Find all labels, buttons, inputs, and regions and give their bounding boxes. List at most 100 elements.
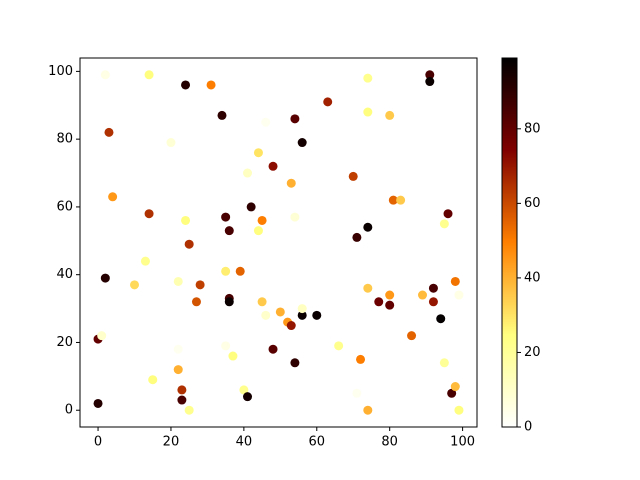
point xyxy=(323,97,333,107)
point xyxy=(428,283,438,293)
point xyxy=(290,114,300,124)
y-tick-label: 60 xyxy=(56,199,73,214)
point xyxy=(130,280,140,290)
point xyxy=(181,80,191,90)
point xyxy=(184,405,194,415)
y-tick-label: 80 xyxy=(56,132,73,147)
point xyxy=(166,138,176,148)
point xyxy=(363,107,373,117)
point xyxy=(97,331,107,341)
point xyxy=(275,307,285,317)
point xyxy=(100,273,110,283)
point xyxy=(144,209,154,219)
point xyxy=(417,290,427,300)
point xyxy=(374,297,384,307)
x-tick-label: 100 xyxy=(450,435,475,450)
point xyxy=(257,215,267,225)
axes-frame xyxy=(79,57,478,428)
point xyxy=(297,138,307,148)
point xyxy=(425,77,435,87)
point xyxy=(428,297,438,307)
point xyxy=(100,70,110,80)
point xyxy=(286,321,296,331)
point xyxy=(108,192,118,202)
y-tick-label: 100 xyxy=(48,64,73,79)
y-tick-label: 40 xyxy=(56,267,73,282)
point xyxy=(436,314,446,324)
point xyxy=(363,405,373,415)
point xyxy=(93,398,103,408)
point xyxy=(224,226,234,236)
point xyxy=(363,283,373,293)
point xyxy=(195,280,205,290)
point xyxy=(385,300,395,310)
point xyxy=(312,310,322,320)
point xyxy=(243,392,253,402)
point xyxy=(297,310,307,320)
point xyxy=(104,127,114,137)
x-tick-label: 20 xyxy=(163,435,180,450)
point xyxy=(261,117,271,127)
point xyxy=(286,178,296,188)
point xyxy=(224,297,234,307)
point xyxy=(177,395,187,405)
point xyxy=(246,202,256,212)
colorbar-tick-label: 20 xyxy=(524,345,541,360)
point xyxy=(217,110,227,120)
point xyxy=(268,161,278,171)
point xyxy=(148,375,158,385)
point xyxy=(439,358,449,368)
point xyxy=(173,344,183,354)
point xyxy=(352,232,362,242)
point xyxy=(173,365,183,375)
colorbar-tick-label: 0 xyxy=(524,420,532,435)
point xyxy=(239,385,249,395)
point xyxy=(454,290,464,300)
point xyxy=(261,310,271,320)
x-tick-label: 0 xyxy=(94,435,102,450)
point xyxy=(363,73,373,83)
point xyxy=(407,331,417,341)
point xyxy=(235,266,245,276)
point xyxy=(257,297,267,307)
point xyxy=(363,222,373,232)
colorbar-tick-label: 80 xyxy=(524,121,541,136)
point xyxy=(177,385,187,395)
point xyxy=(221,212,231,222)
colorbar-tick-label: 40 xyxy=(524,270,541,285)
point xyxy=(290,212,300,222)
point xyxy=(191,297,201,307)
point xyxy=(450,382,460,392)
point xyxy=(356,354,366,364)
point xyxy=(450,276,460,286)
y-tick-label: 0 xyxy=(65,403,73,418)
point xyxy=(439,219,449,229)
point xyxy=(447,388,457,398)
point xyxy=(348,171,358,181)
point xyxy=(206,80,216,90)
point xyxy=(425,70,435,80)
y-tick-label: 20 xyxy=(56,335,73,350)
point xyxy=(253,226,263,236)
x-tick-label: 40 xyxy=(236,435,253,450)
point xyxy=(173,276,183,286)
x-tick-label: 60 xyxy=(309,435,326,450)
point xyxy=(221,266,231,276)
x-tick-label: 80 xyxy=(381,435,398,450)
colorbar-tick-label: 60 xyxy=(524,196,541,211)
point xyxy=(334,341,344,351)
point xyxy=(297,304,307,314)
colorbar xyxy=(501,57,518,428)
point xyxy=(221,341,231,351)
point xyxy=(454,405,464,415)
point xyxy=(228,351,238,361)
point xyxy=(385,110,395,120)
point xyxy=(396,195,406,205)
point xyxy=(181,215,191,225)
point xyxy=(268,344,278,354)
point xyxy=(253,148,263,158)
point xyxy=(290,358,300,368)
point xyxy=(385,290,395,300)
point xyxy=(140,256,150,266)
point xyxy=(184,239,194,249)
